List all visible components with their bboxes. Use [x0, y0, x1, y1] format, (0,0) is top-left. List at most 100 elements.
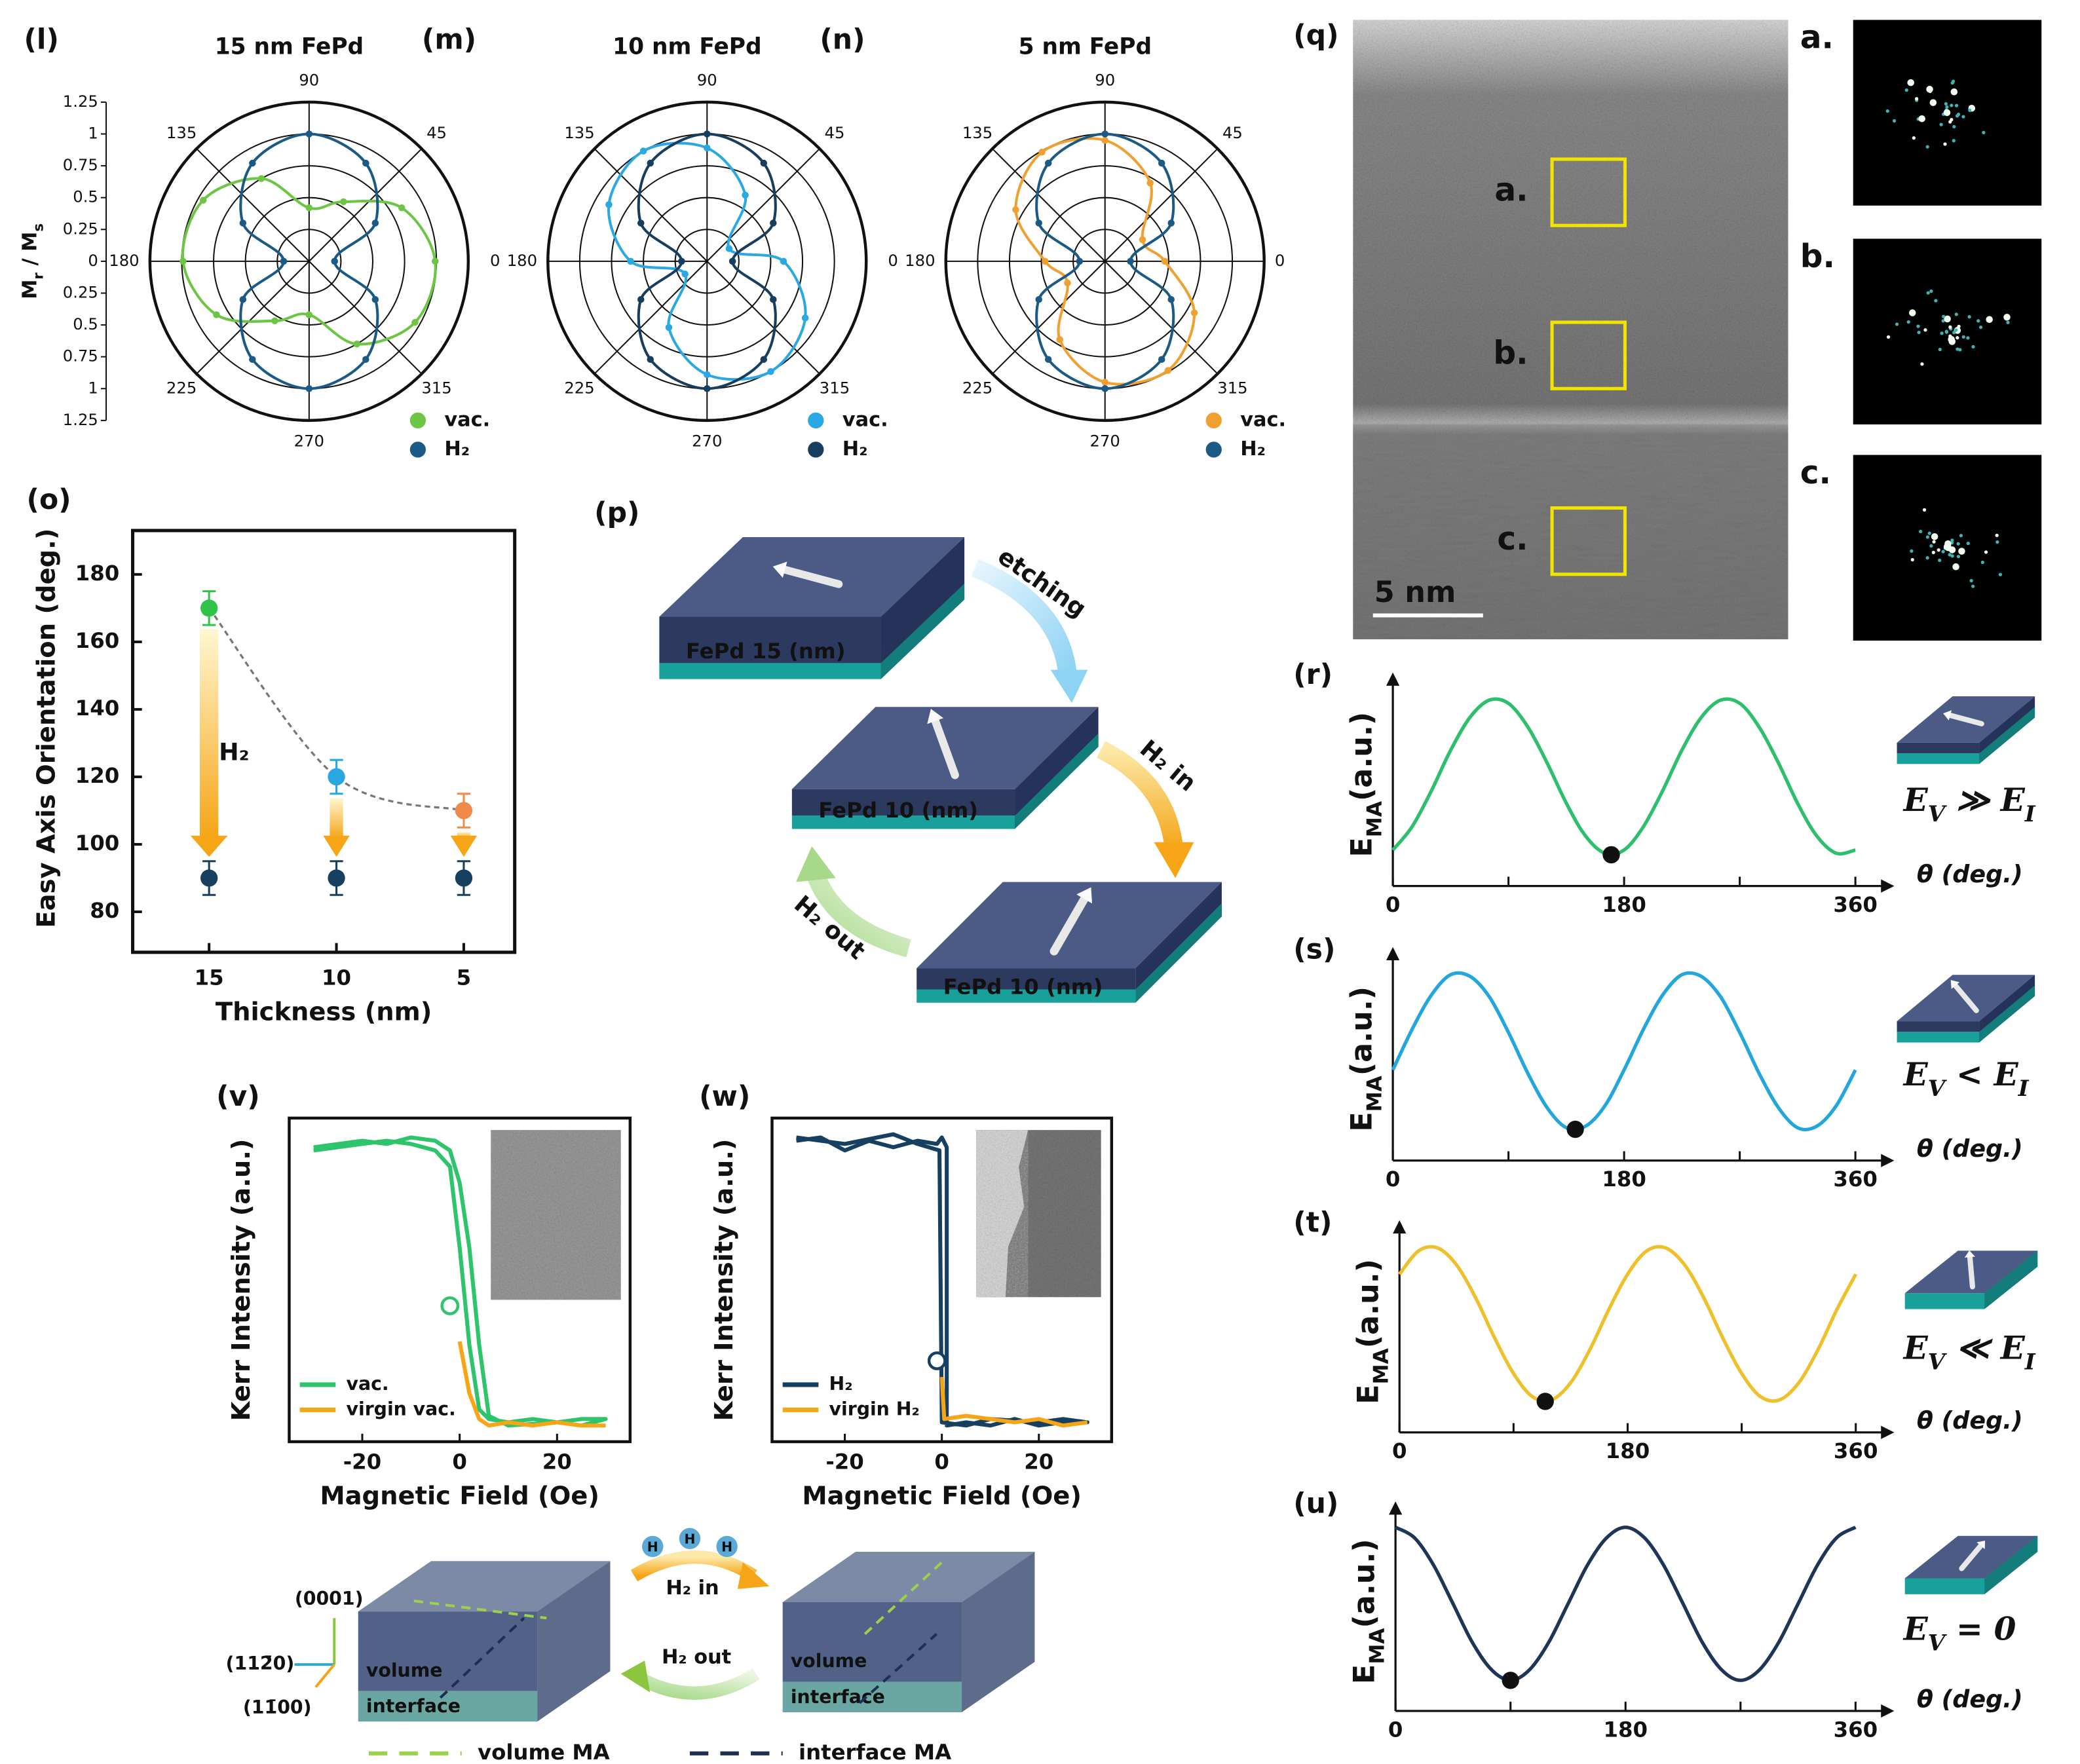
roi-label: c.	[1497, 521, 1528, 557]
fft-spot	[1945, 330, 1948, 333]
fft-spot	[1893, 119, 1896, 122]
fft-spot	[1934, 299, 1937, 302]
data-point	[372, 219, 379, 227]
page: {"chart_data":[ {"type":"polar","label":…	[0, 0, 2080, 1764]
angle-label: 90	[1095, 71, 1115, 90]
fft-spot	[1968, 109, 1971, 112]
data-point	[1035, 219, 1042, 227]
r-axis-label-part: M	[18, 280, 41, 299]
data-point	[637, 219, 645, 227]
angle-label: 270	[692, 431, 722, 450]
y-tick-label: 120	[75, 763, 120, 788]
fft-spot	[1950, 538, 1954, 542]
data-point	[1158, 160, 1165, 167]
x-axis-title: Magnetic Field (Oe)	[802, 1482, 1082, 1511]
fft-spot	[1943, 142, 1946, 145]
r-tick-label: 1	[88, 378, 98, 397]
x-tick-label: 0	[452, 1449, 467, 1474]
legend-marker	[1206, 413, 1222, 428]
data-point	[761, 356, 768, 363]
data-point	[1101, 130, 1108, 138]
fft-spot	[1959, 534, 1963, 537]
film-substrate	[1897, 1032, 1980, 1042]
data-point	[742, 192, 749, 199]
fft-spot	[1927, 291, 1930, 294]
data-point	[1045, 356, 1052, 363]
legend-label: H₂	[842, 438, 868, 460]
fft-spot	[1944, 543, 1951, 550]
x-tick-label: 180	[1603, 1717, 1648, 1742]
angle-label: 90	[697, 71, 717, 90]
fft-spot	[1948, 335, 1952, 338]
arrow-label: H₂ out	[662, 1646, 731, 1669]
x-tick-label: 15	[195, 965, 224, 990]
y-axis-title-part: E	[1348, 1664, 1382, 1684]
energy-relation-part: I	[2018, 1076, 2030, 1102]
angle-label: 135	[166, 123, 197, 142]
fft-label: c.	[1800, 455, 1831, 491]
data-point	[1167, 219, 1175, 227]
fft-spot	[1984, 550, 1988, 554]
fft-spot	[1982, 131, 1985, 134]
data-point	[411, 319, 419, 326]
x-axis-title: Thickness (nm)	[216, 997, 432, 1026]
fft-spot	[1929, 290, 1933, 293]
x-axis-title: θ (deg.)	[1917, 860, 2023, 888]
chart-title: 10 nm FePd	[613, 33, 761, 60]
data-point	[362, 356, 369, 363]
fft-spot	[1887, 335, 1890, 339]
legend-label: volume MA	[478, 1740, 610, 1764]
r-tick-label: 0.5	[73, 187, 98, 206]
fft-spot	[2003, 314, 2011, 321]
x-tick-label: 0	[1386, 1167, 1401, 1192]
data-point	[432, 258, 439, 265]
fft-spot	[1932, 540, 1935, 544]
fft-label: a.	[1800, 20, 1834, 56]
angle-label: 45	[426, 123, 447, 142]
data-point	[306, 311, 313, 318]
data-point	[249, 160, 256, 167]
fft-spot	[1905, 88, 1908, 92]
data-point	[328, 768, 345, 785]
x-tick-label: 0	[1388, 1717, 1403, 1742]
data-point	[704, 145, 711, 152]
layer-label: volume	[791, 1650, 867, 1672]
fft-spot	[1926, 535, 1929, 538]
chart-title: 15 nm FePd	[215, 33, 364, 60]
x-tick-label: 360	[1834, 1438, 1878, 1463]
x-tick-label: 5	[457, 965, 472, 990]
fft-spot	[1926, 145, 1929, 148]
angle-label: 135	[962, 123, 993, 142]
data-point	[1191, 309, 1198, 316]
y-axis-title-part: E	[1345, 1112, 1379, 1131]
data-point	[1165, 367, 1172, 374]
fft-spot	[1930, 99, 1937, 106]
data-point	[353, 341, 360, 348]
fft-spot	[1928, 531, 1931, 535]
fft-spot	[1952, 139, 1956, 142]
shift-arrow	[330, 798, 343, 838]
x-tick-label: -20	[825, 1449, 864, 1474]
r-tick-label: 0.75	[63, 347, 98, 366]
y-tick-label: 80	[90, 898, 119, 923]
x-axis-title: θ (deg.)	[1917, 1406, 2023, 1435]
legend-label: virgin vac.	[347, 1398, 456, 1419]
fft-spot	[1932, 551, 1935, 554]
legend-label: vac.	[444, 408, 490, 431]
fft-spot	[1895, 322, 1899, 326]
r-axis-label-part: s	[30, 223, 47, 232]
fft-spot	[1979, 326, 1982, 329]
fft-spot	[1940, 122, 1943, 126]
data-point	[1139, 236, 1146, 244]
film-label: FePd 15 (nm)	[686, 639, 846, 664]
data-point	[180, 258, 187, 265]
data-point	[271, 318, 278, 325]
legend-label: interface MA	[799, 1740, 951, 1764]
roi-label: b.	[1493, 335, 1528, 372]
panel-label: (w)	[699, 1081, 750, 1113]
y-axis-title-part: (a.u.)	[1345, 712, 1379, 801]
angle-label: 180	[905, 251, 935, 270]
panel-label: (o)	[27, 484, 71, 516]
fft-spot	[1956, 336, 1959, 339]
y-tick-label: 160	[75, 628, 120, 653]
